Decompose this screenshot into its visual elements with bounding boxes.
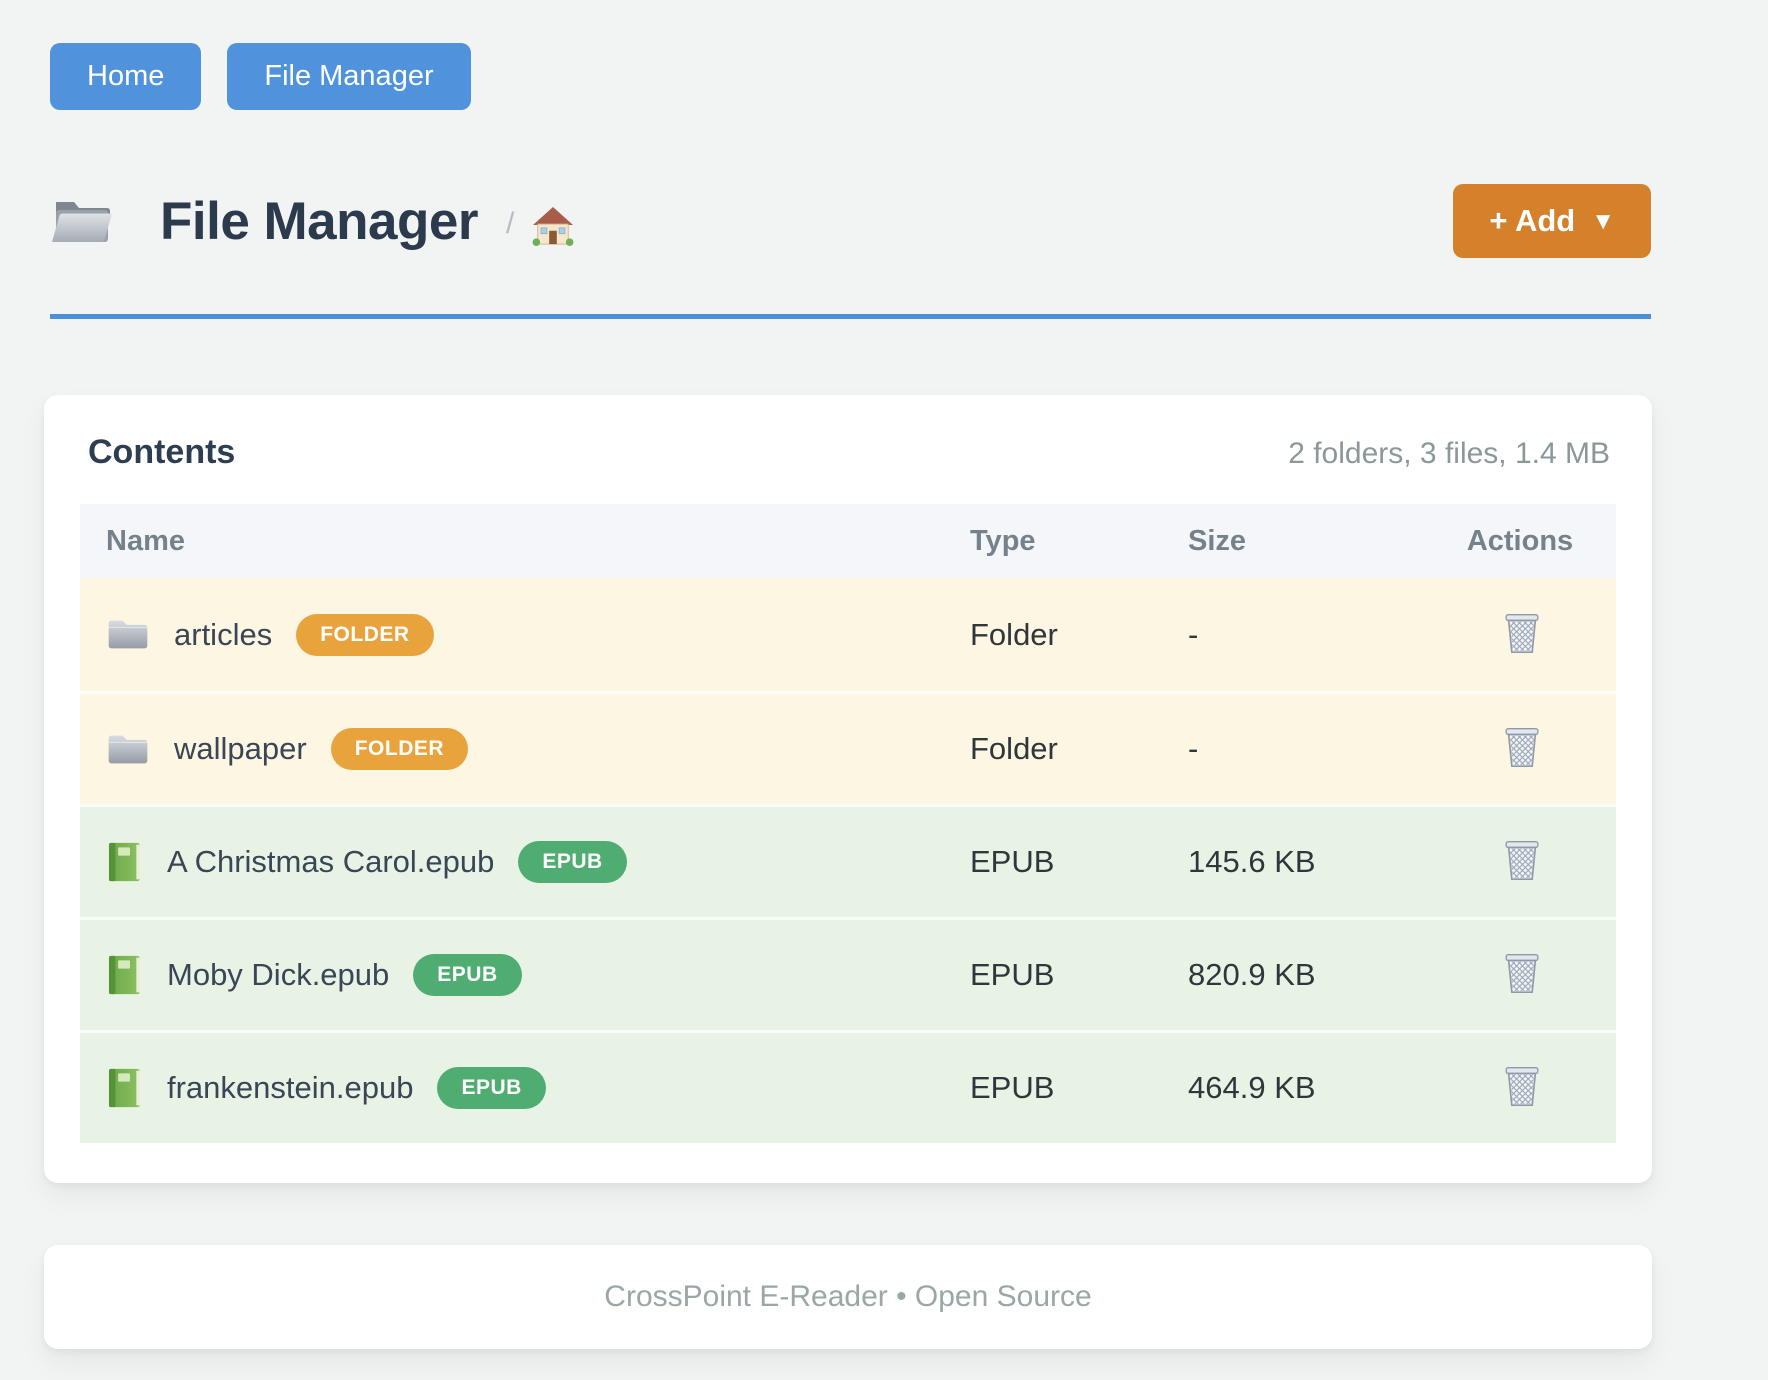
table-header-row: Name Type Size Actions [80, 504, 1616, 578]
breadcrumb-separator: / [505, 207, 515, 240]
trash-icon[interactable] [1498, 834, 1546, 886]
folder-icon [106, 616, 150, 653]
chevron-down-icon: ▼ [1591, 208, 1615, 235]
footer-card: CrossPoint E-Reader • Open Source [44, 1245, 1652, 1349]
size-cell: - [1188, 616, 1199, 652]
size-cell: 820.9 KB [1188, 957, 1316, 992]
book-icon [106, 954, 143, 996]
file-name-cell[interactable]: wallpaper FOLDER [80, 728, 970, 770]
footer-text: CrossPoint E-Reader • Open Source [604, 1280, 1092, 1313]
file-name: articles [174, 616, 273, 652]
type-cell: EPUB [970, 1070, 1055, 1105]
file-name: frankenstein.epub [167, 1070, 414, 1105]
table-body: articles FOLDER Folder - wa [80, 578, 1616, 1143]
file-name-cell[interactable]: Moby Dick.epub EPUB [80, 954, 970, 996]
contents-header: Contents 2 folders, 3 files, 1.4 MB [80, 429, 1616, 472]
table-row: wallpaper FOLDER Folder - [80, 691, 1616, 804]
size-cell: - [1188, 731, 1199, 766]
size-cell: 145.6 KB [1188, 844, 1316, 879]
title-group: File Manager / [50, 191, 574, 252]
file-name-cell[interactable]: A Christmas Carol.epub EPUB [80, 841, 970, 883]
type-badge: FOLDER [296, 613, 434, 656]
type-badge: EPUB [437, 1067, 546, 1109]
contents-title: Contents [88, 433, 236, 471]
add-button-label: + Add [1489, 203, 1576, 238]
house-icon[interactable] [532, 206, 574, 246]
type-cell: Folder [970, 616, 1058, 652]
type-cell: EPUB [970, 844, 1055, 879]
size-cell: 464.9 KB [1188, 1070, 1316, 1105]
column-header-actions: Actions [1466, 524, 1574, 557]
column-header-name: Name [106, 524, 185, 557]
add-button[interactable]: + Add ▼ [1453, 184, 1651, 258]
page-title: File Manager [160, 191, 478, 251]
nav-home-button[interactable]: Home [50, 43, 202, 110]
book-icon [106, 841, 143, 883]
folder-icon [106, 731, 150, 768]
column-header-size: Size [1188, 524, 1247, 557]
file-name: Moby Dick.epub [167, 957, 390, 992]
trash-icon[interactable] [1498, 721, 1546, 773]
trash-icon[interactable] [1498, 1060, 1546, 1112]
file-name-cell[interactable]: frankenstein.epub EPUB [80, 1067, 970, 1109]
trash-icon[interactable] [1498, 947, 1546, 999]
table-row: frankenstein.epub EPUB EPUB 464.9 KB [80, 1030, 1616, 1143]
file-table: Name Type Size Actions articles FOLDER F… [80, 504, 1616, 1143]
type-badge: EPUB [518, 841, 627, 883]
contents-card: Contents 2 folders, 3 files, 1.4 MB Name… [44, 395, 1652, 1183]
type-cell: EPUB [970, 957, 1055, 992]
file-name-cell[interactable]: articles FOLDER [80, 613, 970, 656]
nav-file-manager-button[interactable]: File Manager [227, 43, 471, 110]
book-icon [106, 1067, 143, 1109]
type-badge: EPUB [413, 954, 522, 996]
table-row: Moby Dick.epub EPUB EPUB 820.9 KB [80, 917, 1616, 1030]
file-name: A Christmas Carol.epub [167, 844, 495, 879]
table-row: articles FOLDER Folder - [80, 578, 1616, 691]
table-row: A Christmas Carol.epub EPUB EPUB 145.6 K… [80, 804, 1616, 917]
trash-icon[interactable] [1498, 607, 1546, 659]
file-name: wallpaper [174, 731, 307, 766]
column-header-type: Type [970, 524, 1036, 557]
open-folder-icon [50, 194, 114, 248]
type-cell: Folder [970, 731, 1058, 766]
contents-summary: 2 folders, 3 files, 1.4 MB [1288, 437, 1610, 470]
page-header: File Manager / + Add ▼ [50, 184, 1651, 319]
type-badge: FOLDER [330, 728, 469, 770]
top-nav: Home File Manager [50, 43, 1724, 110]
